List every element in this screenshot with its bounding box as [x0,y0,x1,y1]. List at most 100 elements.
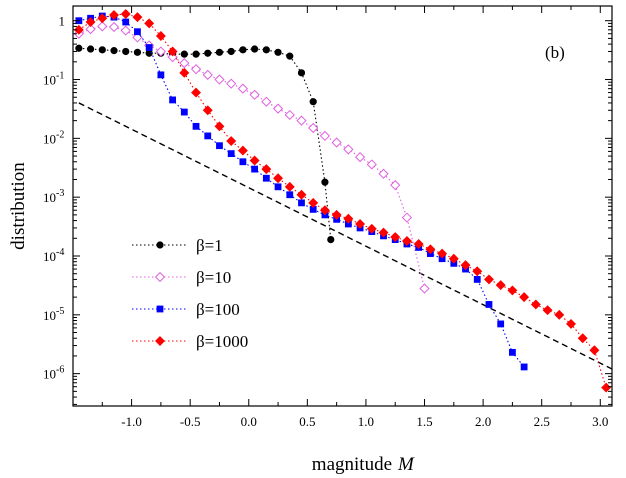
data-point [296,115,307,126]
data-point [343,213,354,224]
data-point [214,74,225,85]
y-axis: 1 10-1 10-2 10-3 10-4 10-5 10-6 [43,14,612,405]
x-tick-label: 0.0 [241,414,257,429]
data-point [202,69,213,80]
data-point [366,159,377,170]
data-point [85,17,96,27]
data-point [554,309,565,320]
data-point [321,178,329,186]
data-point [473,276,481,283]
data-point [284,109,295,121]
y-tick-label: 10-5 [43,306,64,323]
data-point [73,24,84,35]
data-point [237,145,248,156]
data-point [437,248,448,259]
data-point [145,44,153,51]
data-point [237,83,249,94]
legend: β=1 β=10 β=100 β=1000 [132,236,248,351]
data-point [180,50,188,58]
data-point [274,183,282,191]
data-point [495,280,506,291]
series-4 [73,9,612,393]
data-point [284,181,295,192]
x-axis: -1.0 -0.5 0.0 0.5 1.0 1.5 2.0 2.5 3.0 [101,6,608,429]
data-point [509,348,516,356]
data-point [190,64,202,75]
data-point [144,18,155,29]
data-point [251,45,259,53]
data-point [319,130,331,142]
data-point [327,236,335,244]
data-point [425,244,436,255]
data-point [448,253,459,264]
data-point [309,98,317,106]
data-point [542,305,553,316]
x-tick-label: 0.5 [299,414,315,429]
data-point [192,50,200,58]
data-point [155,46,166,57]
data-point [167,46,178,57]
data-point [249,89,260,100]
data-point [366,223,377,234]
data-point [109,10,119,20]
data-point [390,180,401,191]
data-point [86,45,95,53]
data-point [331,137,342,148]
legend-label: β=10 [196,268,231,287]
x-tick-label: 2.0 [475,414,491,429]
data-point [589,345,600,356]
data-point [97,13,108,24]
data-point [331,209,342,220]
data-point [520,363,528,371]
data-point [251,165,259,173]
data-point [262,174,270,182]
data-point [155,31,166,41]
data-point [191,87,201,98]
data-point [249,155,260,166]
legend-marker [156,241,164,249]
data-point [507,285,518,296]
data-point [239,46,247,54]
legend-marker [156,305,164,313]
data-point [286,52,294,60]
data-point [262,46,270,54]
data-point [179,58,190,69]
x-tick-label: 2.5 [534,414,550,429]
data-point [133,48,142,56]
data-point [485,301,493,308]
data-point [108,21,120,33]
data-point [202,105,213,116]
data-point [227,150,235,158]
legend-item: β=1 [132,236,223,255]
data-point [192,122,200,130]
x-tick-label: -0.5 [180,414,201,429]
data-point [577,333,588,344]
legend-marker [155,336,165,346]
y-tick-label: 10-2 [43,129,64,146]
data-point [239,158,247,166]
y-tick-label: 1 [59,14,66,29]
series-2 [73,21,430,294]
series-line [78,25,426,289]
data-point [378,168,389,179]
data-point [180,108,188,116]
data-point [216,142,223,150]
data-point [298,199,305,207]
data-point [226,78,237,89]
y-tick-label: 10-3 [43,188,64,205]
y-tick-label: 10-1 [43,71,64,88]
legend-item: β=10 [132,268,231,287]
legend-marker [154,271,166,283]
data-point [157,71,165,79]
data-point [497,320,505,328]
x-tick-label: 3.0 [592,414,608,429]
data-point [75,44,83,52]
data-point [204,132,212,140]
x-tick-label: -1.0 [121,414,142,429]
series-line [78,13,607,388]
data-point [530,299,541,310]
data-point [98,46,106,54]
data-point [355,219,366,229]
reference-line-layer [78,102,612,370]
